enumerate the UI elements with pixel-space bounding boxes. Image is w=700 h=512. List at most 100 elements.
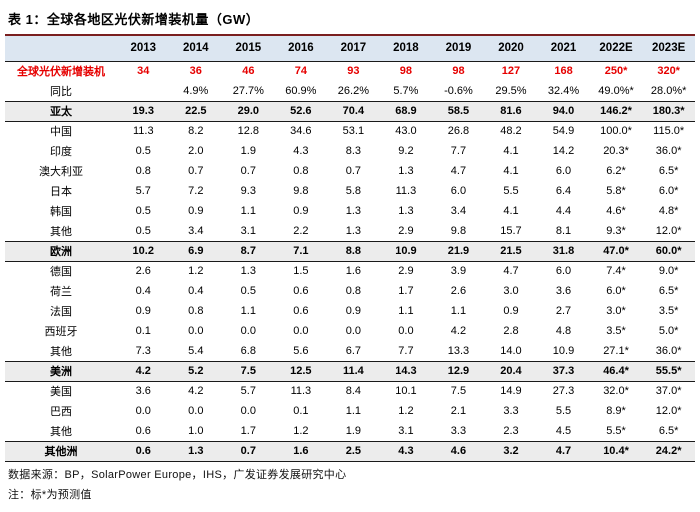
table-row: 其他洲 0.6 1.3 0.7 1.6 2.5 4.3 4.6 3.2 4.7 10.4* 24.2* <box>5 440 695 462</box>
value-cell: 3.1 <box>398 424 414 437</box>
value-cell: 52.6 <box>274 100 328 122</box>
value-cell: 3.2 <box>484 440 538 462</box>
value-cell: 9.3* <box>606 224 626 237</box>
value-cell: 81.6 <box>484 100 538 122</box>
value-cell: 1.1 <box>240 305 256 317</box>
value-cell: 1.5 <box>293 265 309 278</box>
value-cell: 7.7 <box>450 145 467 157</box>
row-label: 全球光伏新增装机 <box>17 66 105 79</box>
value-cell: 4.1 <box>503 165 519 177</box>
value-cell: 6.0 <box>555 165 572 177</box>
value-cell: 3.6 <box>135 385 151 398</box>
value-cell: 7.5 <box>450 385 467 398</box>
header-row: 2013 2014 2015 2016 2017 2018 2019 2020 2021 2022… <box>5 34 695 62</box>
forecast-note: 注：标*为预测值 <box>8 488 92 501</box>
value-cell: 2.5 <box>327 440 380 462</box>
value-cell: 12.5 <box>274 360 328 382</box>
value-cell: 0.4 <box>135 285 151 297</box>
table-footer: 数据来源：BP，SolarPower Europe，IHS，广发证券发展研究中心… <box>5 462 695 510</box>
value-cell <box>117 81 170 101</box>
value-cell: 1.9 <box>240 145 256 157</box>
table-row: 印度 0.5 2.0 1.9 4.3 8.3 9.2 7.7 4.1 14.2 20.3* 36.0* <box>5 141 695 161</box>
value-cell: 10.4* <box>589 440 643 462</box>
value-cell: 34 <box>137 65 150 78</box>
table-row: 法国 0.9 0.8 1.1 0.6 0.9 1.1 1.1 0.9 2.7 3.0* 3.5* <box>5 301 695 321</box>
value-cell: 11.3 <box>290 385 312 398</box>
value-cell: 14.9 <box>500 385 522 398</box>
value-cell: 60.0* <box>642 240 695 262</box>
value-cell: 27.7% <box>232 84 264 97</box>
value-cell: 1.1 <box>398 305 414 317</box>
value-cell: 1.3 <box>345 224 362 237</box>
value-cell: 27.3 <box>552 385 575 398</box>
value-cell: 6.0* <box>606 285 626 297</box>
value-cell: 2.9 <box>398 265 414 278</box>
value-cell: 6.0* <box>658 185 679 197</box>
value-cell: 1.2 <box>188 265 204 278</box>
value-cell: 3.6 <box>555 285 572 297</box>
value-cell: 60.9% <box>285 84 317 97</box>
value-cell: 7.5 <box>222 360 275 382</box>
table-row: 中国 11.3 8.2 12.8 34.6 53.1 43.0 26.8 48.2 54.9 100… <box>5 121 695 141</box>
year-header: 2021 <box>537 34 590 62</box>
value-cell: 0.9 <box>293 205 309 217</box>
table-row: 日本 5.7 7.2 9.3 9.8 5.8 11.3 6.0 5.5 6.4 5.8* 6.0* <box>5 181 695 201</box>
value-cell: 6.2* <box>606 165 626 177</box>
value-cell: 0.5 <box>135 145 151 157</box>
value-cell: 14.0 <box>500 344 522 357</box>
data-table: 2013 2014 2015 2016 2017 2018 2019 2020 2021 2022… <box>5 34 695 462</box>
value-cell: 8.1 <box>555 224 572 237</box>
row-label: 其他 <box>50 225 72 238</box>
value-cell: 0.4 <box>188 285 204 297</box>
value-cell: 49.0%* <box>598 84 634 97</box>
value-cell: 7.7 <box>398 344 414 357</box>
year-header: 2014 <box>169 34 223 62</box>
value-cell: 54.9 <box>552 125 575 138</box>
value-cell: 9.3 <box>240 185 256 197</box>
value-cell: 4.9% <box>183 84 209 97</box>
value-cell: 12.8 <box>237 125 260 138</box>
value-cell: 3.4 <box>188 224 204 237</box>
value-cell: 115.0* <box>653 125 685 138</box>
value-cell: 0.0 <box>398 325 414 337</box>
value-cell: 0.8 <box>135 165 151 177</box>
value-cell: 4.3 <box>293 145 309 157</box>
value-cell: 0.8 <box>345 285 362 297</box>
value-cell: 20.4 <box>484 360 538 382</box>
value-cell: 0.7 <box>345 165 362 177</box>
value-cell: 1.6 <box>274 440 328 462</box>
value-cell: 1.2 <box>293 424 309 437</box>
value-cell: 4.8 <box>555 325 572 337</box>
value-cell: 4.2 <box>188 385 204 398</box>
year-header: 2018 <box>379 34 433 62</box>
year-header: 2023E <box>642 34 695 62</box>
row-label: 法国 <box>50 306 72 318</box>
value-cell: 1.6 <box>345 265 362 278</box>
value-cell: 48.2 <box>500 125 522 138</box>
value-cell: 8.2 <box>188 125 204 138</box>
value-cell: 5.8 <box>345 185 362 197</box>
year-header: 2017 <box>327 34 380 62</box>
year-header: 2019 <box>432 34 485 62</box>
value-cell: 5.5* <box>606 424 626 437</box>
value-cell: 0.0 <box>240 325 256 337</box>
table-row: 其他 7.3 5.4 6.8 5.6 6.7 7.7 13.3 14.0 10.9 27.1* 36.… <box>5 341 695 361</box>
value-cell: 11.3 <box>395 185 417 197</box>
value-cell: 5.8* <box>606 185 626 197</box>
value-cell: 6.5* <box>658 285 679 297</box>
value-cell: 98 <box>452 65 465 78</box>
value-cell: 4.4 <box>555 205 572 217</box>
value-cell: 7.3 <box>135 344 151 357</box>
value-cell: 47.0* <box>589 240 643 262</box>
value-cell: 3.1 <box>240 224 256 237</box>
table-row: 亚太 19.3 22.5 29.0 52.6 70.4 68.9 58.5 81.6 94.0 14… <box>5 100 695 122</box>
value-cell: 3.3 <box>503 405 519 417</box>
value-cell: 0.9 <box>188 205 204 217</box>
value-cell: 168 <box>554 65 573 78</box>
value-cell: 8.8 <box>327 240 380 262</box>
value-cell: 7.1 <box>274 240 328 262</box>
value-cell: 1.3 <box>240 265 256 278</box>
value-cell: 5.4 <box>188 344 204 357</box>
value-cell: 9.8 <box>450 224 467 237</box>
value-cell: 9.0* <box>658 265 679 278</box>
